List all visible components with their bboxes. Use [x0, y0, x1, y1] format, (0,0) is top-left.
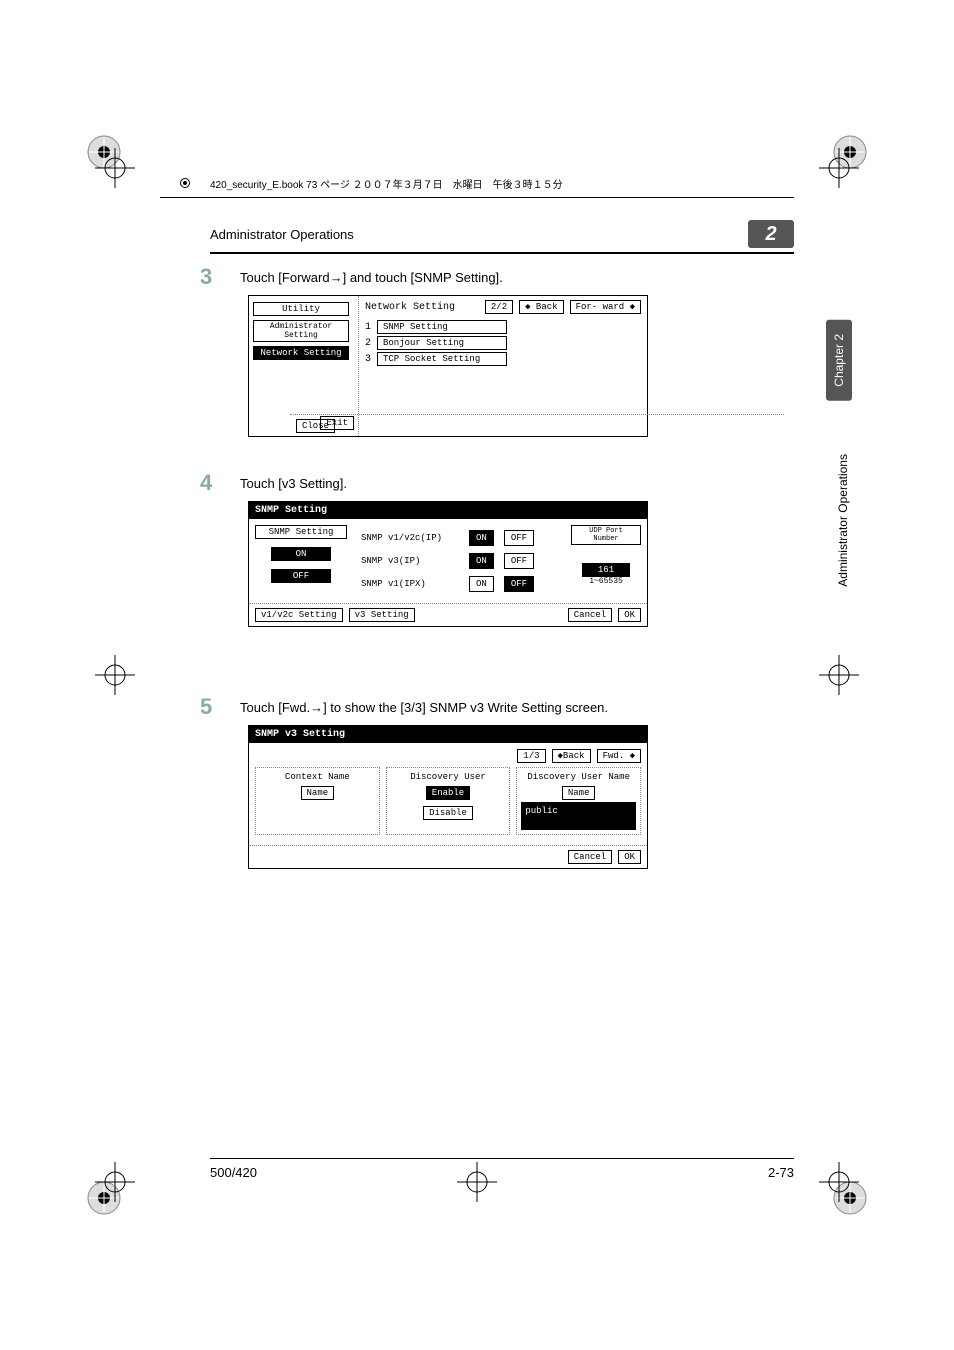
lcd-titlebar: SNMP v3 Setting [249, 726, 647, 743]
name-button[interactable]: Name [562, 786, 596, 800]
step-4: 4 Touch [v3 Setting]. SNMP Setting SNMP … [240, 476, 784, 627]
v3-setting-button[interactable]: v3 Setting [349, 608, 415, 622]
enable-button[interactable]: Enable [426, 786, 470, 800]
step-text: Touch [v3 Setting]. [240, 476, 784, 491]
section-header: Administrator Operations 2 [210, 220, 794, 254]
row-label: SNMP v1/v2c(IP) [361, 533, 461, 543]
column-header: Discovery User [391, 772, 506, 782]
off-toggle[interactable]: OFF [271, 569, 331, 583]
lcd-snmp-setting: SNMP Setting SNMP Setting ON OFF SNMP v1… [248, 501, 648, 627]
on-button[interactable]: ON [469, 576, 494, 592]
column-header: Context Name [260, 772, 375, 782]
section-title: Administrator Operations [210, 227, 354, 242]
ok-button[interactable]: OK [618, 608, 641, 622]
back-button[interactable]: ◆Back [552, 749, 591, 763]
menu-list: 1SNMP Setting 2Bonjour Setting 3TCP Sock… [359, 316, 647, 370]
network-setting-button[interactable]: Network Setting [253, 346, 349, 360]
page-dot-icon [180, 178, 190, 188]
running-header: 420_security_E.book 73 ページ ２００７年３月７日 水曜日… [160, 170, 794, 198]
on-toggle[interactable]: ON [271, 547, 331, 561]
disable-button[interactable]: Disable [423, 806, 473, 820]
off-button[interactable]: OFF [504, 553, 534, 569]
page-indicator: 1/3 [517, 749, 545, 763]
step-number: 4 [200, 470, 212, 496]
list-item[interactable]: TCP Socket Setting [377, 352, 507, 366]
name-button[interactable]: Name [301, 786, 335, 800]
crop-mark-icon [819, 148, 859, 188]
admin-setting-button[interactable]: Administrator Setting [253, 320, 349, 342]
step-text: Touch [Forward→] and touch [SNMP Setting… [240, 270, 784, 285]
discovery-user-name-column: Discovery User Name Name public [516, 767, 641, 835]
on-button[interactable]: ON [469, 553, 494, 569]
snmp-setting-label: SNMP Setting [255, 525, 347, 539]
step-5: 5 Touch [Fwd.→] to show the [3/3] SNMP v… [240, 700, 784, 869]
forward-button[interactable]: Fwd. ◆ [597, 749, 641, 763]
lcd-titlebar: SNMP Setting [249, 502, 647, 519]
back-button[interactable]: ◆ Back [519, 300, 563, 314]
cancel-button[interactable]: Cancel [568, 608, 612, 622]
ok-button[interactable]: OK [618, 850, 641, 864]
crop-mark-icon [819, 655, 859, 695]
off-button[interactable]: OFF [504, 530, 534, 546]
crop-mark-icon [95, 1162, 135, 1202]
list-item[interactable]: Bonjour Setting [377, 336, 507, 350]
forward-button[interactable]: For- ward ◆ [570, 300, 641, 314]
running-header-text: 420_security_E.book 73 ページ ２００７年３月７日 水曜日… [210, 176, 563, 191]
chapter-badge: 2 [748, 220, 794, 248]
page: 420_security_E.book 73 ページ ２００７年３月７日 水曜日… [160, 170, 794, 1180]
row-label: SNMP v1(IPX) [361, 579, 461, 589]
side-tab-chapter: Chapter 2 [826, 320, 852, 401]
footer-left: 500/420 [210, 1165, 257, 1180]
page-footer: 500/420 2-73 [210, 1158, 794, 1180]
footer-right: 2-73 [768, 1165, 794, 1180]
port-value[interactable]: 161 [582, 563, 630, 577]
row-label: SNMP v3(IP) [361, 556, 461, 566]
lcd-snmp-v3-setting: SNMP v3 Setting 1/3 ◆Back Fwd. ◆ Context… [248, 725, 648, 869]
step-3: 3 Touch [Forward→] and touch [SNMP Setti… [240, 270, 784, 437]
column-header: Discovery User Name [521, 772, 636, 782]
list-item[interactable]: SNMP Setting [377, 320, 507, 334]
port-label: UDP Port Number [571, 525, 641, 545]
crop-mark-icon [819, 1162, 859, 1202]
v1v2c-setting-button[interactable]: v1/v2c Setting [255, 608, 343, 622]
step-text: Touch [Fwd.→] to show the [3/3] SNMP v3 … [240, 700, 784, 715]
crop-mark-icon [95, 655, 135, 695]
off-button[interactable]: OFF [504, 576, 534, 592]
close-button[interactable]: Close [296, 419, 335, 433]
side-tab-operations: Administrator Operations [834, 450, 852, 591]
lcd-right-column: Network Setting 2/2 ◆ Back For- ward ◆ 1… [359, 296, 647, 436]
step-number: 3 [200, 264, 212, 290]
discovery-user-column: Discovery User Enable Disable [386, 767, 511, 835]
name-value: public [521, 802, 636, 830]
lcd-title: Network Setting [365, 302, 455, 313]
context-name-column: Context Name Name [255, 767, 380, 835]
snmp-row: SNMP v1(IPX) ON OFF [361, 574, 565, 594]
page-indicator: 2/2 [485, 300, 513, 314]
snmp-row: SNMP v1/v2c(IP) ON OFF [361, 528, 565, 548]
utility-button[interactable]: Utility [253, 302, 349, 316]
lcd-network-setting: Utility Administrator Setting Network Se… [248, 295, 648, 437]
step-number: 5 [200, 694, 212, 720]
cancel-button[interactable]: Cancel [568, 850, 612, 864]
crop-mark-icon [95, 148, 135, 188]
port-range: 1~65535 [571, 577, 641, 586]
on-button[interactable]: ON [469, 530, 494, 546]
snmp-row: SNMP v3(IP) ON OFF [361, 551, 565, 571]
